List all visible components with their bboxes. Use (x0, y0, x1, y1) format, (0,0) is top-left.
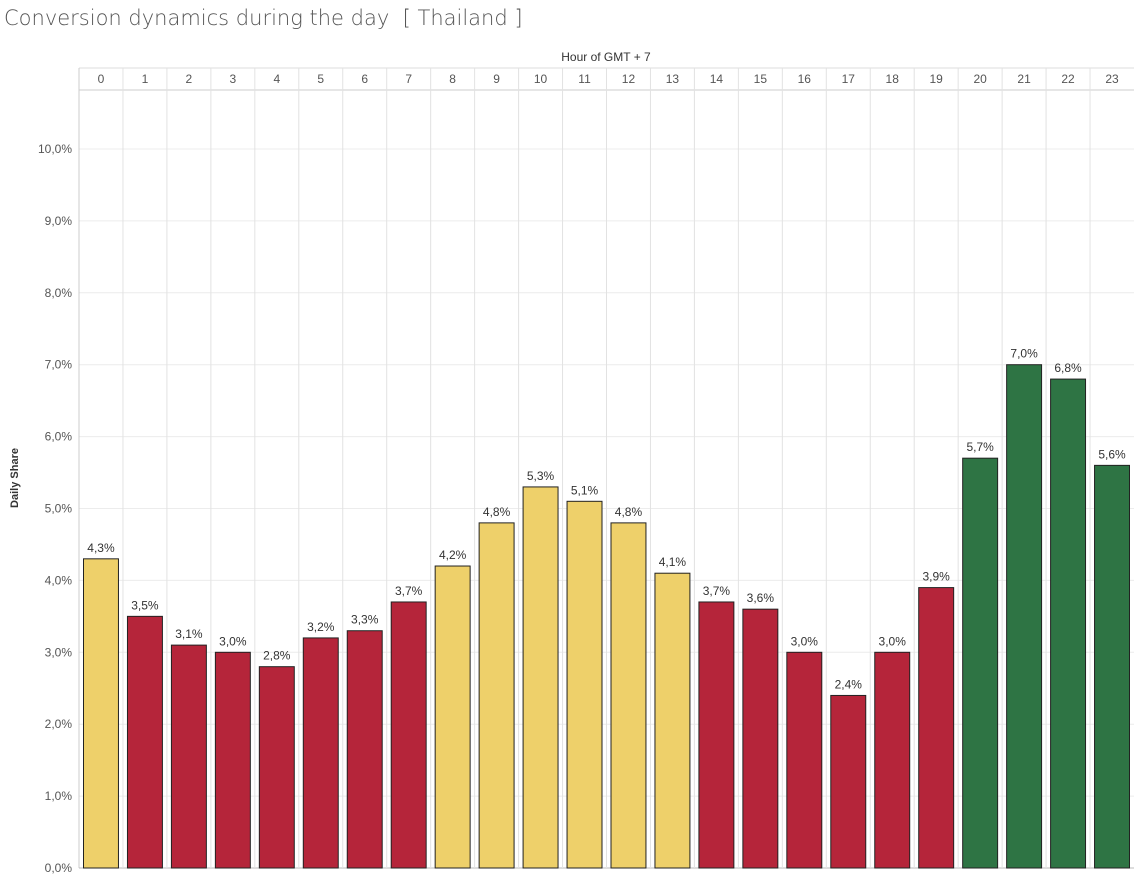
bar (258, 666, 295, 869)
bar-value-label: 7,0% (1010, 347, 1038, 361)
y-axis: Daily Share 0,0% 1,0% 2,0% 3,0% 4,0% 5,0% 6,0%… (9, 142, 72, 874)
bars-layer (83, 364, 1130, 869)
x-tick-label: 3 (230, 72, 237, 86)
x-tick-label: 0 (98, 72, 105, 86)
chart-title-main: Conversion dynamics during the day (4, 6, 390, 30)
bar (126, 615, 163, 869)
x-tick-label: 21 (1017, 72, 1031, 86)
x-tick-label: 5 (317, 72, 324, 86)
x-tick-label: 23 (1105, 72, 1119, 86)
bar (522, 486, 559, 869)
bar-value-label: 2,8% (263, 649, 291, 663)
x-axis: Hour of GMT + 7 0 1 2 3 4 5 6 7 8 9 10 11 12 13 14 15 16… (98, 50, 1119, 86)
bar (786, 651, 823, 869)
y-tick-label: 8,0% (45, 286, 73, 300)
bar (654, 572, 691, 869)
bar-value-label: 3,0% (879, 634, 907, 648)
x-tick-label: 16 (798, 72, 812, 86)
y-tick-label: 10,0% (38, 142, 72, 156)
x-tick-label: 8 (449, 72, 456, 86)
bar (83, 558, 119, 869)
bar-value-label: 3,6% (747, 591, 775, 605)
x-tick-label: 10 (534, 72, 548, 86)
bar (434, 565, 471, 869)
bar-value-label: 5,1% (571, 483, 599, 497)
grid-layer (78, 67, 1134, 869)
x-tick-label: 12 (622, 72, 636, 86)
x-tick-label: 18 (886, 72, 900, 86)
x-tick-label: 2 (186, 72, 193, 86)
x-tick-label: 4 (273, 72, 280, 86)
y-tick-label: 0,0% (45, 861, 73, 874)
bar-value-label: 4,3% (87, 541, 115, 555)
bar-value-label: 2,4% (835, 677, 863, 691)
x-tick-label: 6 (361, 72, 368, 86)
bar-value-label: 3,0% (219, 634, 247, 648)
y-tick-label: 7,0% (45, 358, 73, 372)
bar-value-label: 3,5% (131, 598, 159, 612)
bar (566, 500, 603, 869)
bar (390, 601, 427, 869)
bar (698, 601, 735, 869)
chart-title: Conversion dynamics during the day [ Tha… (4, 6, 523, 30)
bar-value-label: 4,2% (439, 548, 467, 562)
bar (346, 630, 383, 869)
y-tick-label: 5,0% (45, 502, 73, 516)
bar-value-label: 3,7% (703, 584, 731, 598)
bar (918, 587, 955, 869)
bar-value-label: 5,7% (966, 440, 994, 454)
y-tick-label: 2,0% (45, 717, 73, 731)
bar-value-label: 4,8% (615, 505, 643, 519)
x-tick-label: 1 (142, 72, 149, 86)
y-tick-label: 4,0% (45, 573, 73, 587)
y-tick-label: 3,0% (45, 645, 73, 659)
bar-value-label: 5,3% (527, 469, 555, 483)
bar (1094, 464, 1130, 869)
value-labels-layer: 4,3% 3,5% 3,1% 3,0% 2,8% 3,2% 3,3% 3,7% 4,2% 4,8%… (87, 347, 1126, 692)
x-tick-label: 14 (710, 72, 724, 86)
x-tick-label: 19 (930, 72, 944, 86)
bar (1006, 364, 1043, 869)
bar-value-label: 3,2% (307, 620, 335, 634)
bar (302, 637, 339, 869)
bar (478, 522, 515, 869)
bar (962, 457, 999, 869)
y-axis-title: Daily Share (9, 448, 21, 508)
y-tick-label: 9,0% (45, 214, 73, 228)
chart-subtitle: [ Thailand ] (402, 6, 523, 30)
y-tick-label: 6,0% (45, 430, 73, 444)
x-axis-title: Hour of GMT + 7 (561, 50, 651, 64)
x-tick-label: 11 (578, 72, 591, 86)
bar-value-label: 4,1% (659, 555, 687, 569)
bar (214, 651, 251, 869)
bar-value-label: 3,7% (395, 584, 423, 598)
x-tick-label: 15 (754, 72, 768, 86)
x-tick-label: 17 (842, 72, 856, 86)
x-tick-label: 22 (1061, 72, 1075, 86)
x-tick-label: 13 (666, 72, 680, 86)
bar-value-label: 4,8% (483, 505, 511, 519)
x-tick-label: 9 (493, 72, 500, 86)
y-tick-label: 1,0% (45, 789, 73, 803)
bar (170, 644, 207, 869)
bar (874, 651, 911, 869)
bar-value-label: 3,9% (923, 570, 951, 584)
bar-value-label: 3,0% (791, 634, 819, 648)
bar (610, 522, 647, 869)
bar-value-label: 3,1% (175, 627, 203, 641)
bar-value-label: 6,8% (1054, 361, 1082, 375)
bar-value-label: 3,3% (351, 613, 379, 627)
bar-value-label: 5,6% (1098, 447, 1126, 461)
bar (1050, 378, 1087, 869)
x-tick-label: 7 (405, 72, 412, 86)
bar (830, 694, 867, 869)
bar (742, 608, 779, 869)
x-tick-label: 20 (973, 72, 987, 86)
